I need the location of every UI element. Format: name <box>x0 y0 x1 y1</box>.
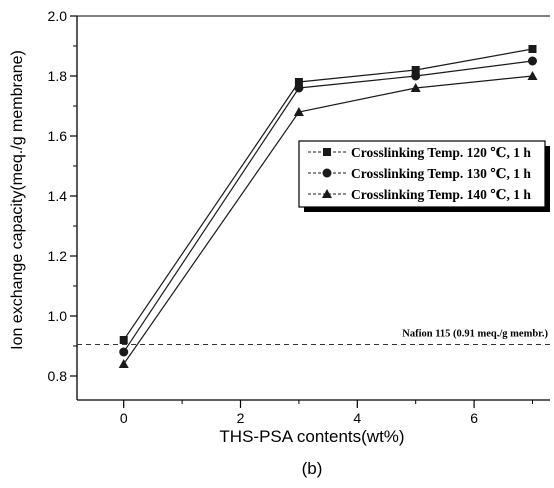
y-tick-label: 1.0 <box>48 308 68 324</box>
y-tick-label: 2.0 <box>48 8 68 24</box>
series-group <box>118 45 538 368</box>
legend-marker <box>322 189 332 198</box>
x-tick-label: 0 <box>120 410 128 426</box>
data-point-series-1 <box>119 336 128 344</box>
plot-frame <box>76 16 550 401</box>
series-line-3 <box>123 75 533 365</box>
data-point-series-3 <box>410 83 421 92</box>
data-point-series-3 <box>527 71 538 80</box>
data-point-series-3 <box>118 359 129 368</box>
legend: Crosslinking Temp. 120 ℃, 1 h Crosslinkin… <box>298 140 550 212</box>
y-axis-label: Ion exchange capacity(meq./g membrane) <box>9 50 26 350</box>
legend-marker <box>323 148 331 156</box>
legend-label: Crosslinking Temp. 120 ℃, 1 h <box>351 145 531 160</box>
figure-caption: (b) <box>302 459 323 478</box>
y-ticks: 0.8 1.0 1.2 1.4 1.6 1.8 2.0 <box>48 8 77 384</box>
reference-line-label: Nafion 115 (0.91 meq./g membr.) <box>402 329 548 340</box>
data-point-series-1 <box>528 45 537 53</box>
data-point-series-2 <box>411 71 421 81</box>
x-tick-label: 6 <box>470 410 478 426</box>
data-point-series-2 <box>119 347 129 357</box>
data-point-series-2 <box>527 56 537 66</box>
legend-marker <box>322 168 332 178</box>
x-ticks: 0 2 4 6 <box>120 400 533 426</box>
legend-label: Crosslinking Temp. 130 ℃, 1 h <box>351 166 531 181</box>
y-tick-label: 1.2 <box>48 248 68 264</box>
data-point-series-1 <box>294 78 303 86</box>
y-tick-label: 0.8 <box>48 368 68 384</box>
series-line-2 <box>123 60 533 353</box>
y-tick-label: 1.4 <box>48 188 68 204</box>
legend-items: Crosslinking Temp. 120 ℃, 1 h Crosslinkin… <box>308 145 531 202</box>
reference-line-group: Nafion 115 (0.91 meq./g membr.) <box>77 329 550 345</box>
x-tick-label: 4 <box>353 410 361 426</box>
x-axis-label: THS-PSA contents(wt%) <box>219 427 404 446</box>
y-tick-label: 1.6 <box>48 128 68 144</box>
data-point-series-2 <box>294 83 304 93</box>
data-point-series-1 <box>411 66 420 74</box>
legend-label: Crosslinking Temp. 140 ℃, 1 h <box>351 187 531 202</box>
x-tick-label: 2 <box>237 410 245 426</box>
data-point-series-3 <box>293 107 304 116</box>
y-tick-label: 1.8 <box>48 68 68 84</box>
series-line-1 <box>123 48 533 341</box>
